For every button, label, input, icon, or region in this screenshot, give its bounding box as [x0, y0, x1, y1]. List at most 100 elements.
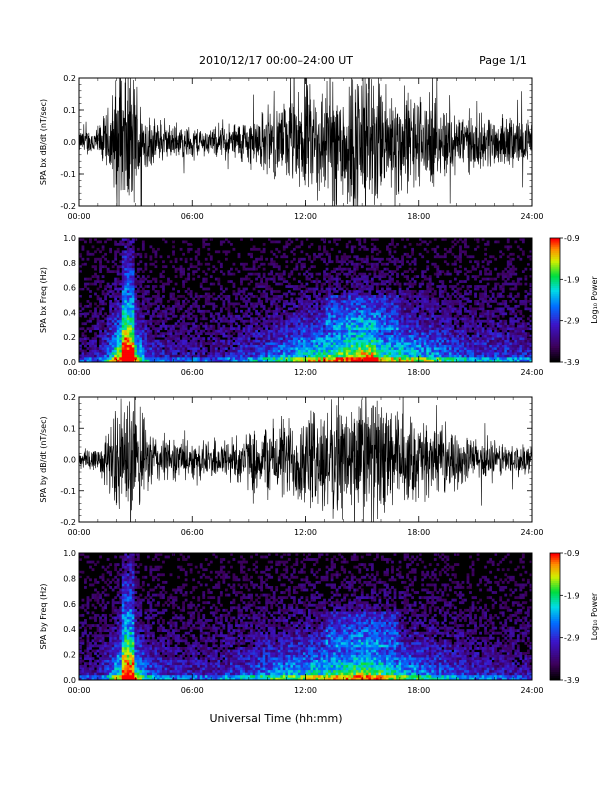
- spectrogram-cell: [393, 359, 397, 363]
- spectrogram-cell: [338, 277, 342, 281]
- spectrogram-cell: [443, 352, 447, 355]
- spectrogram-cell: [406, 359, 409, 363]
- spectrogram-cell: [134, 295, 138, 298]
- spectrogram-cell: [418, 324, 422, 328]
- spectrogram-cell: [370, 349, 374, 353]
- spectrogram-cell: [99, 312, 102, 316]
- spectrogram-cell: [398, 344, 402, 348]
- spectrogram-cell: [320, 312, 324, 316]
- spectrogram-cell: [227, 352, 231, 355]
- spectrogram-cell: [197, 297, 201, 301]
- spectrogram-cell: [350, 352, 354, 355]
- spectrogram-cell: [96, 354, 100, 358]
- spectrogram-cell: [300, 297, 304, 301]
- spectrogram-cell: [217, 327, 221, 331]
- spectrogram-cell: [315, 332, 319, 336]
- spectrogram-cell: [139, 255, 143, 259]
- spectrogram-cell: [262, 339, 266, 343]
- spectrogram-cell: [101, 290, 105, 293]
- spectrogram-cell: [192, 272, 196, 276]
- spectrogram-cell: [305, 307, 309, 311]
- spectrogram-cell: [151, 334, 155, 338]
- spectrogram-cell: [265, 337, 269, 340]
- spectrogram-cell: [416, 295, 420, 298]
- spectrogram-cell: [375, 324, 379, 328]
- spectrogram-cell: [433, 250, 437, 254]
- spectrogram-cell: [428, 324, 432, 328]
- spectrogram-cell: [169, 332, 173, 336]
- spectrogram-cell: [411, 312, 415, 316]
- spectrogram-cell: [453, 337, 457, 340]
- spectrogram-cell: [104, 352, 107, 355]
- spectrogram-cell: [262, 322, 266, 326]
- spectrogram-cell: [378, 304, 382, 308]
- spectrogram-cell: [320, 297, 324, 301]
- spectrogram-cell: [393, 339, 397, 343]
- spectrogram-cell: [91, 359, 95, 363]
- spectrogram-cell: [139, 344, 143, 348]
- spectrogram-cell: [323, 307, 326, 311]
- spectrogram-cell: [391, 292, 394, 296]
- spectrogram-cell: [116, 344, 120, 348]
- spectrogram-cell: [96, 347, 100, 350]
- spectrogram-cell: [197, 262, 201, 266]
- spectrogram-cell: [81, 359, 85, 363]
- spectrogram-cell: [131, 347, 135, 350]
- spectrogram-cell: [295, 357, 299, 360]
- spectrogram-cell: [280, 334, 284, 338]
- spectrogram-cell: [310, 309, 314, 313]
- spectrogram-cell: [124, 329, 128, 333]
- spectrogram-cell: [398, 300, 402, 303]
- spectrogram-cell: [250, 267, 253, 271]
- spectrogram-cell: [240, 295, 243, 298]
- spectrogram-cell: [340, 267, 344, 271]
- spectrogram-cell: [340, 354, 344, 358]
- spectrogram-cell: [247, 349, 251, 353]
- spectrogram-cell: [345, 349, 349, 353]
- spectrogram-cell: [315, 352, 319, 355]
- spectrogram-cell: [136, 354, 140, 358]
- spectrogram-cell: [338, 354, 342, 358]
- spectrogram-cell: [353, 347, 357, 350]
- panel-bx-dbdt: -0.2-0.10.00.10.200:00 06:00 12:00 18:00 24:…: [39, 74, 544, 221]
- spectrogram-cell: [84, 285, 87, 288]
- spectrogram-cell: [157, 292, 160, 296]
- spectrogram-cell: [328, 290, 331, 293]
- spectrogram-cell: [330, 280, 334, 283]
- spectrogram-cell: [116, 280, 120, 283]
- spectrogram-cell: [222, 304, 226, 308]
- spectrogram-cell: [280, 282, 284, 286]
- spectrogram-cell: [131, 245, 135, 249]
- spectrogram-cell: [318, 255, 321, 259]
- spectrogram-cell: [265, 312, 269, 316]
- spectrogram-cell: [338, 337, 342, 340]
- spectrogram-cell: [114, 314, 118, 318]
- spectrogram-cell: [285, 317, 289, 321]
- spectrogram-cell: [348, 344, 352, 348]
- spectrogram-cell: [411, 339, 415, 343]
- spectrogram-cell: [408, 342, 412, 345]
- spectrogram-cell: [290, 319, 294, 323]
- spectrogram-cell: [350, 300, 354, 303]
- spectrogram-cell: [245, 302, 248, 306]
- spectrogram-cell: [388, 295, 392, 298]
- spectrogram-cell: [111, 329, 115, 333]
- spectrogram-cell: [116, 292, 120, 296]
- spectrogram-cell: [81, 238, 85, 241]
- spectrogram-cell: [214, 349, 218, 353]
- spectrogram-cell: [84, 354, 87, 358]
- spectrogram-cell: [159, 324, 163, 328]
- spectrogram-cell: [224, 329, 228, 333]
- spectrogram-cell: [355, 322, 359, 326]
- spectrogram-cell: [323, 329, 326, 333]
- spectrogram-cell: [109, 238, 113, 241]
- spectrogram-cell: [358, 324, 362, 328]
- spectrogram-cell: [267, 309, 271, 313]
- spectrogram-cell: [262, 329, 266, 333]
- spectrogram-cell: [240, 344, 243, 348]
- spectrogram-cell: [423, 247, 427, 251]
- spectrogram-cell: [353, 359, 357, 363]
- spectrogram-cell: [174, 359, 178, 363]
- spectrogram-cell: [227, 250, 231, 254]
- spectrogram-cell: [106, 267, 110, 271]
